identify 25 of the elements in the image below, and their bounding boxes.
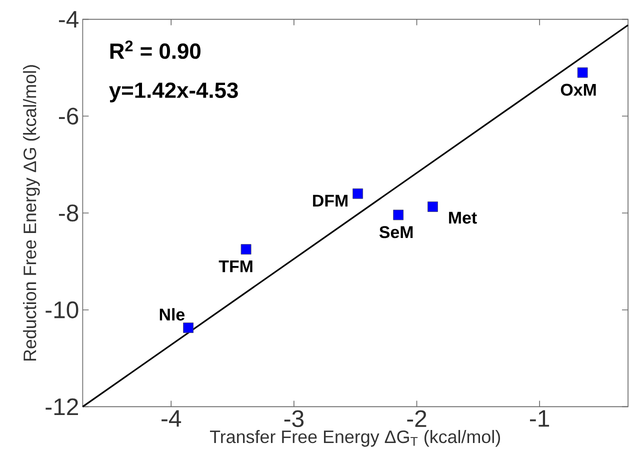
x-tick-label: -2 — [407, 410, 426, 427]
point — [240, 244, 252, 255]
annotation: OxM — [560, 84, 596, 96]
annotation: DFM — [313, 194, 348, 206]
point — [352, 188, 364, 199]
point — [393, 210, 404, 220]
point — [183, 322, 194, 333]
y-tick-label: -8 — [58, 204, 78, 222]
annotation: Nle — [160, 308, 185, 321]
annotation: TFM — [218, 260, 252, 272]
y-tick-label: -4 — [58, 11, 78, 28]
x-tick-label: -4 — [162, 410, 182, 427]
x-axis-title: Transfer Free Energy ΔG$_{T}$ (kcal/mol) — [210, 430, 500, 447]
y-tick-label: -12 — [46, 398, 78, 416]
x-tick-label: -1 — [530, 410, 550, 427]
y-tick-label: -6 — [58, 108, 78, 125]
y-tick-label: -10 — [46, 301, 78, 318]
y-axis-title: Reduction Free Energy ΔG (kcal/mol) — [23, 65, 40, 361]
point — [577, 67, 588, 78]
text: R$^{2}$ = 0.90 — [110, 40, 200, 59]
point — [428, 202, 438, 212]
annotation: Met — [449, 212, 477, 224]
x-tick-label: -3 — [284, 410, 304, 428]
annotation: y=1.42x-4.53 — [109, 82, 238, 102]
annotation: SeM — [379, 226, 413, 238]
